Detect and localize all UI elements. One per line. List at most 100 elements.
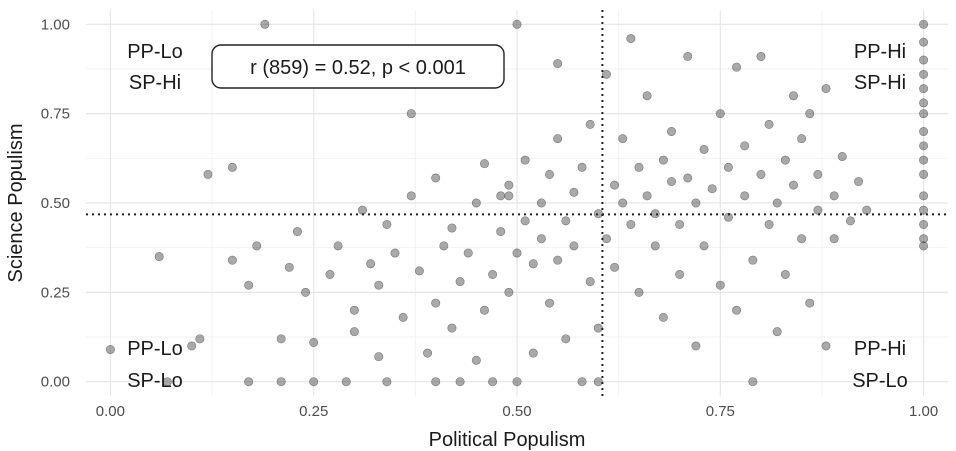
data-point [382,219,392,229]
data-point [732,305,742,315]
data-point [357,205,367,215]
data-point [715,109,725,119]
data-point [414,266,424,276]
data-point [797,134,807,144]
data-point [723,162,733,172]
data-point [195,334,205,344]
data-point [593,377,603,387]
data-point [341,377,351,387]
data-point [512,248,522,258]
data-point [496,227,506,237]
data-point [780,269,790,279]
data-point [821,84,831,94]
data-point [455,277,465,287]
x-tick-label: 1.00 [909,403,938,420]
data-point [610,180,620,190]
data-point [349,327,359,337]
data-point [626,219,636,229]
data-point [447,323,457,333]
data-point [618,134,628,144]
x-tick-label: 0.00 [96,403,125,420]
data-point [683,51,693,61]
data-point [667,127,677,137]
data-point [479,305,489,315]
data-point [276,334,286,344]
data-point [601,69,611,79]
data-point [756,169,766,179]
y-tick-label: 0.50 [41,195,70,212]
data-point [504,180,514,190]
quadrant-label-top-left-line-1: PP-Lo [127,41,183,63]
data-point [292,227,302,237]
data-point [634,287,644,297]
data-point [536,198,546,208]
data-point [829,234,839,244]
data-point [585,119,595,129]
data-point [732,62,742,72]
data-point [496,191,506,201]
y-axis-title: Science Populism [5,124,27,283]
data-point [691,341,701,351]
data-point [431,173,441,183]
data-point [479,159,489,169]
data-point [626,34,636,44]
data-point [919,169,929,179]
quadrant-label-bottom-right-line-1: PP-Hi [854,338,906,360]
data-point [919,155,929,165]
data-point [675,269,685,279]
data-point [423,348,433,358]
data-point [715,280,725,290]
data-point [854,177,864,187]
data-point [919,84,929,94]
data-point [463,248,473,258]
data-point [919,141,929,151]
data-point [431,377,441,387]
data-point [276,377,286,387]
x-tick-label: 0.25 [299,403,328,420]
data-point [520,155,530,165]
data-point [545,298,555,308]
data-point [284,262,294,272]
y-tick-label: 0.00 [41,374,70,391]
data-point [723,212,733,222]
data-point [504,287,514,297]
quadrant-label-top-right-line-2: SP-Hi [854,72,906,94]
data-point [675,219,685,229]
data-point [553,59,563,69]
data-point [577,377,587,387]
data-point [561,216,571,226]
quadrant-label-top-left-line-2: SP-Hi [129,72,181,94]
data-point [667,177,677,187]
quadrant-label-top-right-line-1: PP-Hi [854,41,906,63]
data-point [642,91,652,101]
data-point [699,241,709,251]
data-point [780,155,790,165]
data-point [366,259,376,269]
data-point [569,187,579,197]
data-point [764,119,774,129]
data-point [545,169,555,179]
data-point [227,162,237,172]
data-point [561,334,571,344]
data-point [707,184,717,194]
data-point [919,69,929,79]
data-point [845,216,855,226]
data-point [788,180,798,190]
data-point [488,269,498,279]
data-point [919,98,929,108]
data-point [837,152,847,162]
data-point [748,255,758,265]
data-point [658,312,668,322]
y-tick-label: 0.25 [41,284,70,301]
data-point [520,216,530,226]
data-point [512,19,522,29]
x-axis-title: Political Populism [429,429,586,451]
data-point [260,19,270,29]
data-point [382,377,392,387]
quadrant-label-bottom-left-line-2: SP-Lo [127,370,183,392]
data-point [244,280,254,290]
data-point [601,234,611,244]
data-point [610,262,620,272]
